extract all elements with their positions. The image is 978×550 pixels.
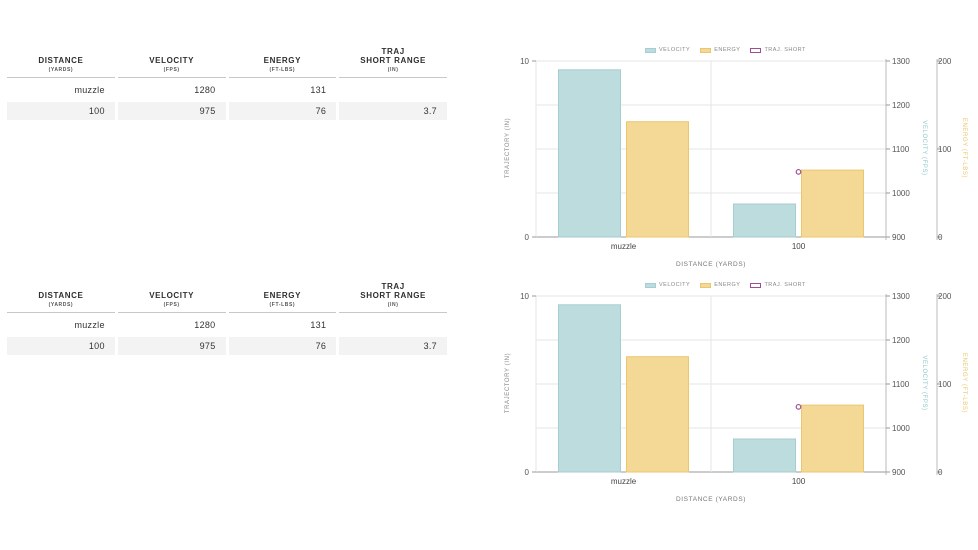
trajectory-tick-label: 10 bbox=[520, 57, 529, 66]
y-axis-title-velocity: VELOCITY (FPS) bbox=[921, 355, 927, 411]
cell-trajectory: 3.7 bbox=[339, 102, 447, 120]
table-row: muzzle 1280 131 bbox=[7, 316, 447, 334]
header-trajectory[interactable]: TRAJ SHORT RANGE (IN) bbox=[339, 40, 447, 78]
energy-bar bbox=[801, 169, 864, 238]
velocity-bar bbox=[733, 438, 796, 473]
x-tick-label: 100 bbox=[792, 242, 806, 251]
header-energy[interactable]: ENERGY (FT-LBS) bbox=[228, 275, 337, 313]
velocity-swatch bbox=[645, 282, 656, 288]
velocity-tick-label: 1100 bbox=[892, 380, 910, 389]
trajectory-tick-label: 0 bbox=[525, 468, 530, 477]
cell-energy: 131 bbox=[310, 85, 327, 95]
energy-tick-label: 0 bbox=[938, 233, 943, 242]
cell-distance: muzzle bbox=[74, 85, 105, 95]
x-tick-label: muzzle bbox=[611, 242, 637, 251]
x-axis-title: DISTANCE (YARDS) bbox=[675, 496, 747, 503]
x-tick-label: 100 bbox=[792, 477, 806, 486]
cell-trajectory bbox=[339, 81, 447, 99]
energy-swatch bbox=[700, 47, 712, 53]
chart-legend: VELOCITY ENERGY TRAJ. SHORT bbox=[645, 282, 816, 288]
energy-tick-label: 200 bbox=[938, 292, 952, 301]
cell-distance: muzzle bbox=[74, 320, 105, 330]
cell-velocity: 975 bbox=[117, 337, 226, 355]
table-row: muzzle 1280 131 bbox=[7, 81, 447, 99]
ballistics-table: DISTANCE (YARDS) VELOCITY (FPS) ENERGY (FT-… bbox=[7, 275, 447, 355]
header-distance[interactable]: DISTANCE (YARDS) bbox=[7, 275, 115, 313]
y-axis-title-velocity: VELOCITY (FPS) bbox=[921, 120, 927, 176]
cell-energy: 76 bbox=[228, 102, 337, 120]
table-header: DISTANCE (YARDS) VELOCITY (FPS) ENERGY (FT-… bbox=[7, 40, 447, 78]
ballistics-chart: 0 10 900 1000 1100 1200 1300 0 100 200 muzzle 100 V… bbox=[490, 275, 978, 515]
legend-item-velocity[interactable]: VELOCITY bbox=[645, 47, 690, 53]
y-axis-title-energy: ENERGY (FT-LBS) bbox=[961, 117, 967, 179]
trajectory-swatch bbox=[750, 282, 762, 288]
trajectory-point bbox=[795, 168, 802, 175]
legend-item-trajectory[interactable]: TRAJ. SHORT bbox=[750, 282, 805, 288]
cell-distance: 100 bbox=[7, 102, 115, 120]
velocity-tick-label: 1200 bbox=[892, 101, 910, 110]
header-distance[interactable]: DISTANCE (YARDS) bbox=[7, 40, 115, 78]
ballistics-section-1: DISTANCE (YARDS) VELOCITY (FPS) ENERGY (FT-… bbox=[0, 40, 978, 280]
y-axis-title-trajectory: TRAJECTORY (IN) bbox=[505, 117, 511, 179]
velocity-tick-label: 1000 bbox=[892, 424, 910, 433]
legend-item-energy[interactable]: ENERGY bbox=[700, 47, 740, 53]
chart-legend: VELOCITY ENERGY TRAJ. SHORT bbox=[645, 47, 816, 53]
table-row: 100 975 76 3.7 bbox=[7, 337, 447, 355]
velocity-swatch bbox=[645, 47, 656, 53]
trajectory-swatch bbox=[750, 47, 762, 53]
velocity-tick-label: 1100 bbox=[892, 145, 910, 154]
ballistics-chart: 0 10 900 1000 1100 1200 1300 0 100 200 muzzle 100 V… bbox=[490, 40, 978, 280]
velocity-tick-label: 1200 bbox=[892, 336, 910, 345]
velocity-tick-label: 900 bbox=[892, 468, 906, 477]
legend-item-velocity[interactable]: VELOCITY bbox=[645, 282, 690, 288]
cell-distance: 100 bbox=[7, 337, 115, 355]
table-header: DISTANCE (YARDS) VELOCITY (FPS) ENERGY (FT-… bbox=[7, 275, 447, 313]
velocity-tick-label: 1300 bbox=[892, 57, 910, 66]
velocity-tick-label: 900 bbox=[892, 233, 906, 242]
cell-velocity: 975 bbox=[117, 102, 226, 120]
header-velocity[interactable]: VELOCITY (FPS) bbox=[117, 275, 226, 313]
legend-item-energy[interactable]: ENERGY bbox=[700, 282, 740, 288]
cell-energy: 76 bbox=[228, 337, 337, 355]
trajectory-tick-label: 0 bbox=[525, 233, 530, 242]
energy-bar bbox=[801, 404, 864, 473]
cell-trajectory: 3.7 bbox=[339, 337, 447, 355]
cell-trajectory bbox=[339, 316, 447, 334]
y-axis-title-energy: ENERGY (FT-LBS) bbox=[961, 352, 967, 414]
velocity-tick-label: 1300 bbox=[892, 292, 910, 301]
legend-item-trajectory[interactable]: TRAJ. SHORT bbox=[750, 47, 805, 53]
header-trajectory[interactable]: TRAJ SHORT RANGE (IN) bbox=[339, 275, 447, 313]
energy-tick-label: 100 bbox=[938, 145, 952, 154]
velocity-bar bbox=[558, 69, 621, 238]
energy-bar bbox=[626, 121, 689, 238]
energy-bar bbox=[626, 356, 689, 473]
ballistics-table: DISTANCE (YARDS) VELOCITY (FPS) ENERGY (FT-… bbox=[7, 40, 447, 120]
trajectory-tick-label: 10 bbox=[520, 292, 529, 301]
table-row: 100 975 76 3.7 bbox=[7, 102, 447, 120]
velocity-tick-label: 1000 bbox=[892, 189, 910, 198]
header-energy[interactable]: ENERGY (FT-LBS) bbox=[228, 40, 337, 78]
energy-tick-label: 100 bbox=[938, 380, 952, 389]
cell-velocity: 1280 bbox=[194, 320, 216, 330]
energy-swatch bbox=[700, 282, 712, 288]
energy-tick-label: 200 bbox=[938, 57, 952, 66]
velocity-bar bbox=[558, 304, 621, 473]
cell-velocity: 1280 bbox=[194, 85, 216, 95]
velocity-bar bbox=[733, 203, 796, 238]
cell-energy: 131 bbox=[310, 320, 327, 330]
energy-tick-label: 0 bbox=[938, 468, 943, 477]
y-axis-title-trajectory: TRAJECTORY (IN) bbox=[505, 352, 511, 414]
chart-plot: 0 10 900 1000 1100 1200 1300 0 100 200 muzzle 100 bbox=[520, 57, 952, 251]
chart-plot: 0 10 900 1000 1100 1200 1300 0 100 200 muzzle 100 bbox=[520, 292, 952, 486]
x-axis-title: DISTANCE (YARDS) bbox=[675, 261, 747, 268]
x-tick-label: muzzle bbox=[611, 477, 637, 486]
ballistics-section-2: DISTANCE (YARDS) VELOCITY (FPS) ENERGY (FT-… bbox=[0, 275, 978, 515]
trajectory-point bbox=[795, 403, 802, 410]
header-velocity[interactable]: VELOCITY (FPS) bbox=[117, 40, 226, 78]
